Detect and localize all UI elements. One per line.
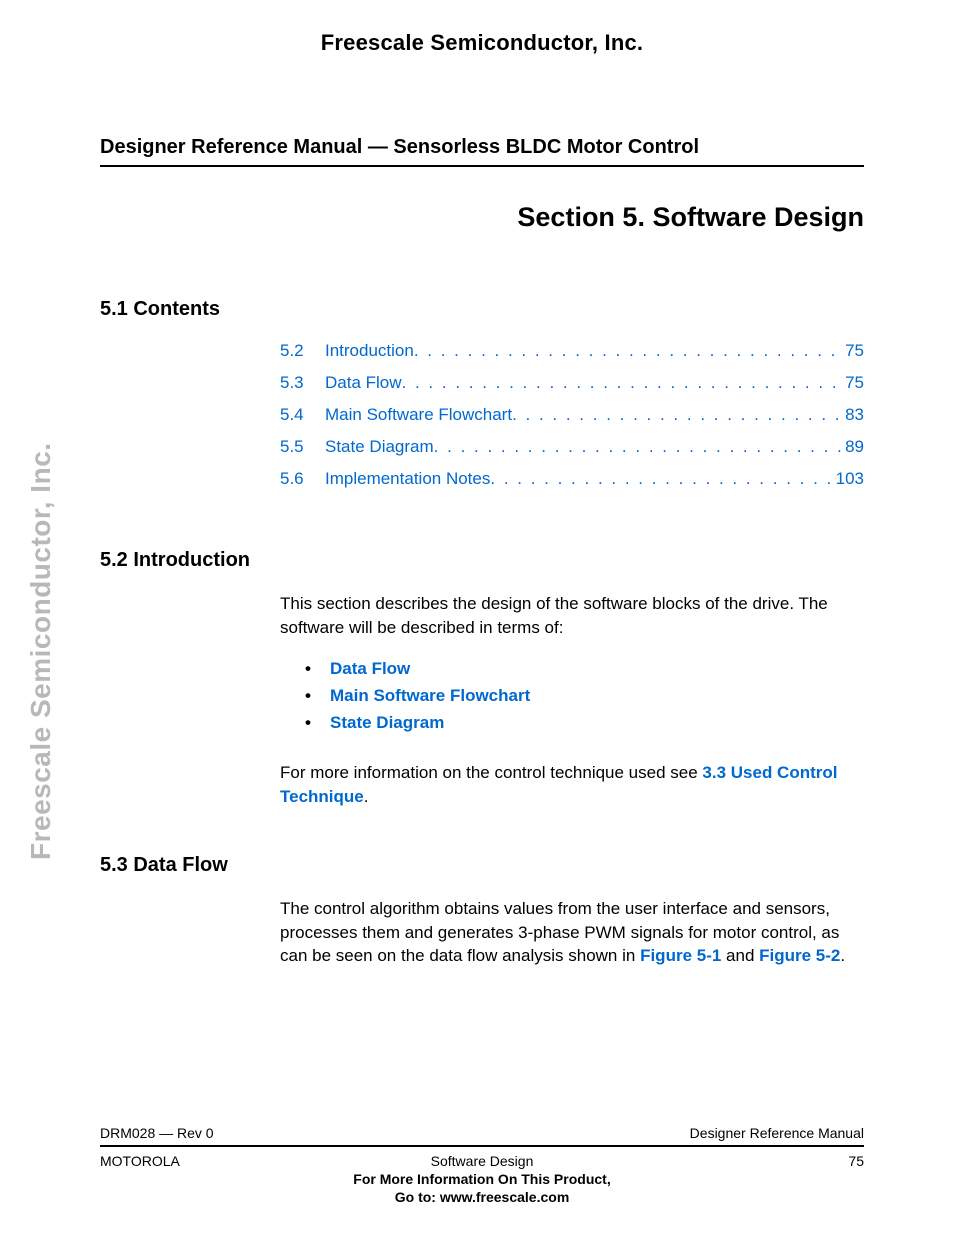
toc-page: 75 [845, 341, 864, 361]
bullet-item: • Data Flow [305, 655, 864, 682]
toc-page: 89 [845, 437, 864, 457]
footer-bottom-row: MOTOROLA Software Design 75 [100, 1153, 864, 1169]
toc-dots [402, 373, 846, 393]
toc-dots [414, 341, 845, 361]
toc-row[interactable]: 5.2 Introduction 75 [280, 341, 864, 361]
title-rule [100, 165, 864, 167]
toc-label: State Diagram [325, 437, 434, 457]
bullet-link[interactable]: Data Flow [330, 655, 410, 682]
intro-paragraph-1: This section describes the design of the… [280, 592, 854, 640]
text-span: . [364, 787, 369, 806]
toc-num: 5.2 [280, 341, 325, 361]
dataflow-heading: 5.3 Data Flow [100, 854, 864, 877]
bullet-dot-icon: • [305, 709, 330, 736]
bullet-item: • State Diagram [305, 709, 864, 736]
dataflow-paragraph: The control algorithm obtains values fro… [280, 897, 854, 968]
toc-row[interactable]: 5.6 Implementation Notes 103 [280, 469, 864, 489]
figure-link[interactable]: Figure 5-1 [640, 946, 721, 965]
header-company: Freescale Semiconductor, Inc. [100, 30, 864, 56]
doc-right-label: Designer Reference Manual [690, 1125, 864, 1141]
footer-top-row: DRM028 — Rev 0 Designer Reference Manual [100, 1125, 864, 1141]
toc-dots [512, 405, 845, 425]
figure-link[interactable]: Figure 5-2 [759, 946, 840, 965]
footer-page-number: 75 [673, 1153, 864, 1169]
toc-dots [434, 437, 845, 457]
footer-brand: MOTOROLA [100, 1153, 291, 1169]
toc-num: 5.3 [280, 373, 325, 393]
bullet-link[interactable]: State Diagram [330, 709, 444, 736]
toc-page: 75 [845, 373, 864, 393]
introduction-heading: 5.2 Introduction [100, 549, 864, 572]
toc-dots [490, 469, 835, 489]
toc-page: 83 [845, 405, 864, 425]
text-span: For more information on the control tech… [280, 763, 702, 782]
toc-num: 5.4 [280, 405, 325, 425]
footer-more-info-2: Go to: www.freescale.com [100, 1189, 864, 1205]
toc-page: 103 [836, 469, 864, 489]
toc-label: Main Software Flowchart [325, 405, 512, 425]
intro-bullet-list: • Data Flow • Main Software Flowchart • … [305, 655, 864, 737]
table-of-contents: 5.2 Introduction 75 5.3 Data Flow 75 5.4… [280, 341, 864, 489]
page-container: Freescale Semiconductor, Inc. Designer R… [0, 0, 954, 1235]
bullet-link[interactable]: Main Software Flowchart [330, 682, 530, 709]
manual-title: Designer Reference Manual — Sensorless B… [100, 136, 864, 159]
toc-num: 5.6 [280, 469, 325, 489]
intro-paragraph-2: For more information on the control tech… [280, 761, 854, 809]
toc-label: Data Flow [325, 373, 402, 393]
footer-more-info-1: For More Information On This Product, [100, 1171, 864, 1187]
toc-row[interactable]: 5.4 Main Software Flowchart 83 [280, 405, 864, 425]
footer-rule [100, 1145, 864, 1147]
bullet-item: • Main Software Flowchart [305, 682, 864, 709]
text-span: and [721, 946, 759, 965]
toc-label: Introduction [325, 341, 414, 361]
section-title: Section 5. Software Design [100, 202, 864, 233]
toc-num: 5.5 [280, 437, 325, 457]
footer-center: Software Design [291, 1153, 673, 1169]
page-footer: DRM028 — Rev 0 Designer Reference Manual… [100, 1125, 864, 1205]
contents-heading: 5.1 Contents [100, 298, 864, 321]
toc-row[interactable]: 5.3 Data Flow 75 [280, 373, 864, 393]
bullet-dot-icon: • [305, 682, 330, 709]
toc-label: Implementation Notes [325, 469, 490, 489]
bullet-dot-icon: • [305, 655, 330, 682]
text-span: . [840, 946, 845, 965]
doc-id: DRM028 — Rev 0 [100, 1125, 214, 1141]
toc-row[interactable]: 5.5 State Diagram 89 [280, 437, 864, 457]
